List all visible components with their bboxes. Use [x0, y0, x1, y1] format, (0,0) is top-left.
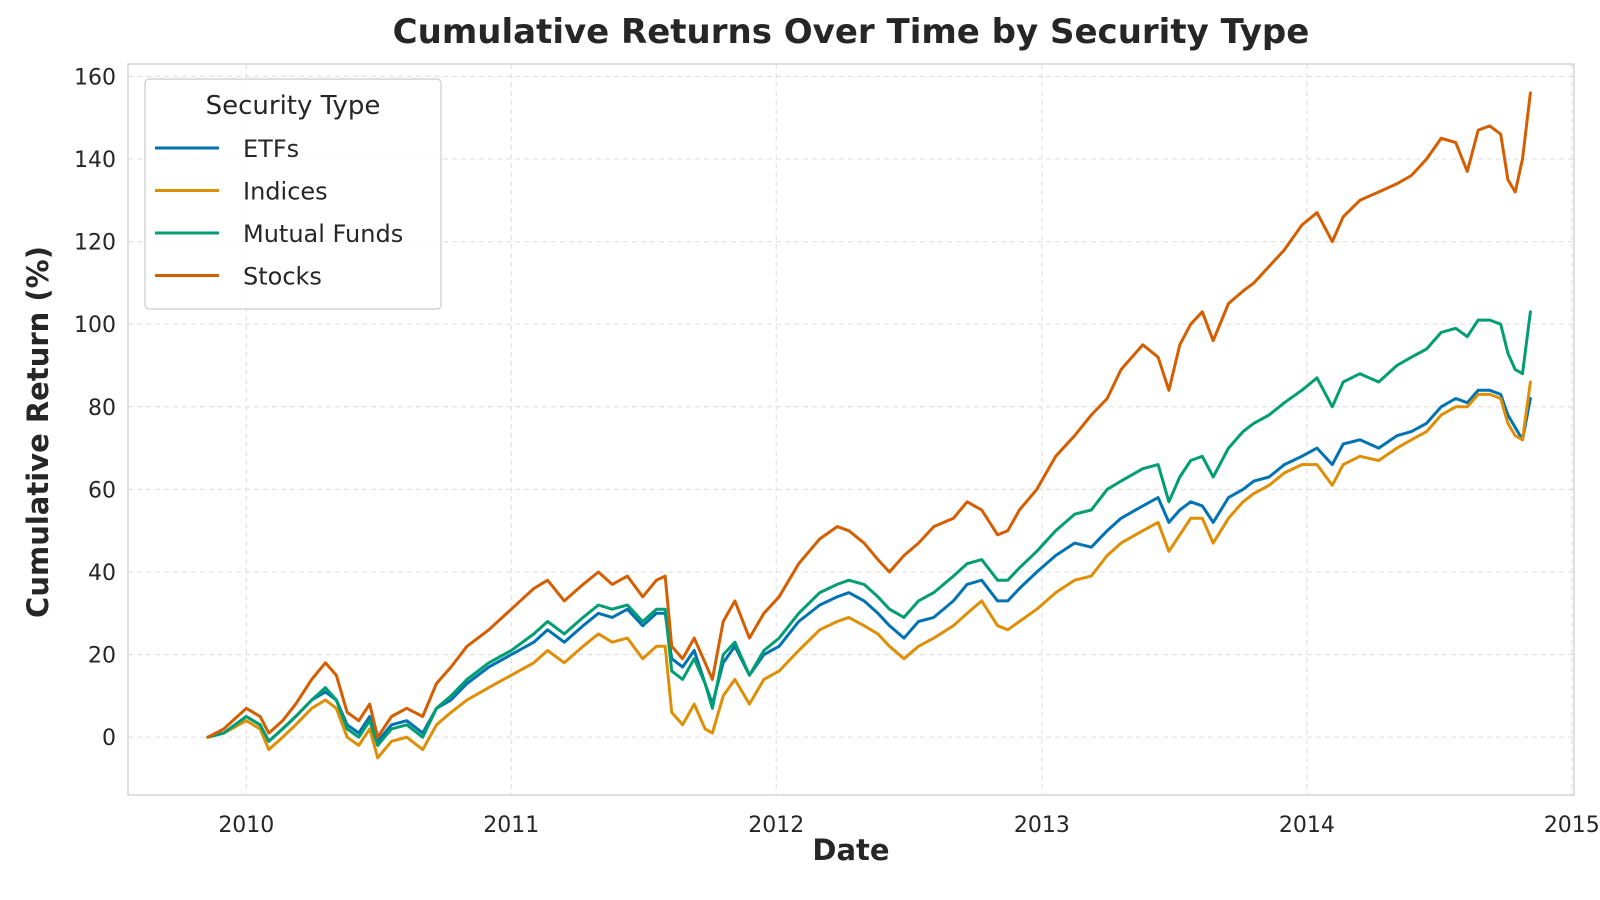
legend-label-stocks: Stocks [243, 263, 322, 291]
grid [128, 64, 1574, 795]
x-tick-label: 2012 [748, 813, 804, 838]
series-line-mutual-funds [206, 310, 1532, 747]
legend-label-indices: Indices [243, 178, 328, 206]
y-tick-label: 20 [88, 644, 116, 669]
series-line-indices [206, 380, 1532, 760]
series-line-stocks [206, 91, 1532, 739]
legend-box [144, 78, 442, 310]
x-tick-label: 2010 [218, 813, 274, 838]
series-line-etfs [206, 388, 1532, 743]
legend-label-etfs: ETFs [243, 135, 299, 163]
x-tick-label: 2011 [483, 813, 539, 838]
x-tick-label: 2015 [1544, 813, 1600, 838]
x-tick-label: 2014 [1279, 813, 1335, 838]
x-tick-label: 2013 [1014, 813, 1070, 838]
y-axis-title: Cumulative Return (%) [21, 246, 55, 618]
y-tick-label: 160 [74, 65, 116, 90]
legend: Security Type ETFs Indices Mutual Funds Sto… [144, 78, 442, 310]
x-axis-title: Date [812, 833, 889, 867]
y-tick-label: 100 [74, 313, 116, 338]
legend-label-mutual-funds: Mutual Funds [243, 220, 403, 248]
x-tick-labels: 2010 2011 2012 2013 2014 2015 [218, 813, 1600, 838]
series-lines [206, 91, 1532, 760]
y-tick-label: 60 [88, 478, 116, 503]
y-tick-label: 0 [102, 726, 116, 751]
chart-title: Cumulative Returns Over Time by Security… [393, 12, 1310, 52]
y-tick-label: 120 [74, 231, 116, 256]
legend-items: ETFs Indices Mutual Funds Stocks [155, 135, 403, 291]
y-tick-labels: 0 20 40 60 80 100 120 140 160 [74, 65, 116, 751]
y-tick-label: 80 [88, 396, 116, 421]
y-tick-label: 140 [74, 148, 116, 173]
y-tick-label: 40 [88, 561, 116, 586]
plot-frame [127, 63, 1575, 796]
legend-title: Security Type [206, 91, 381, 121]
